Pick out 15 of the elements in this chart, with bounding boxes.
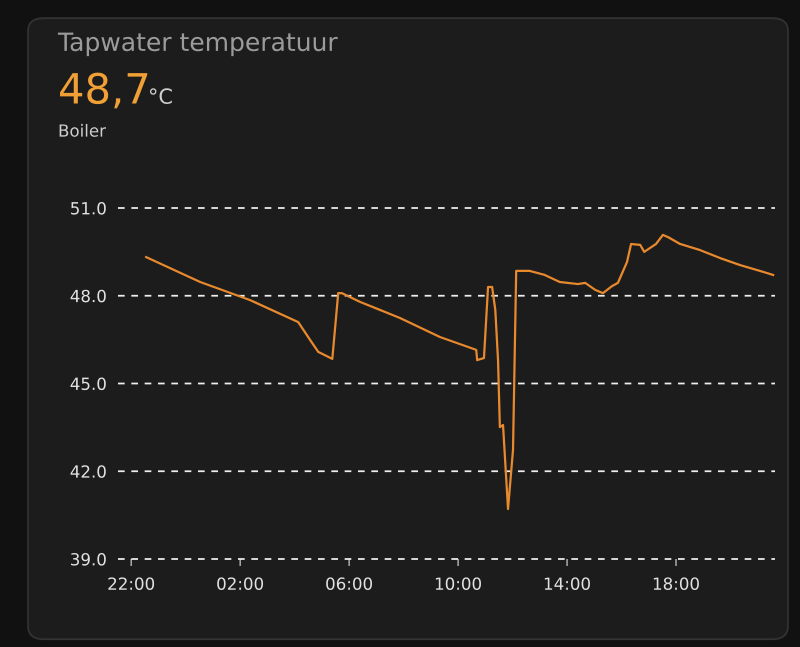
x-tick-label: 22:00 [108,577,154,590]
y-tick-label: 45.0 [70,377,106,390]
x-tick-label: 06:00 [326,577,372,590]
x-tick-label: 14:00 [544,577,590,590]
x-tick-label: 10:00 [436,577,481,590]
y-tick-label: 51.0 [71,202,106,215]
chart-title: Tapwater temperatuur [58,32,338,56]
y-tick-label: 48.0 [70,290,106,302]
x-tick-label: 02:00 [217,577,264,590]
y-tick-label: 39.0 [71,552,106,566]
text: Boiler [60,124,106,137]
text: 48,7 [60,72,148,108]
y-tick-label: 42.0 [70,465,106,478]
x-tick-label: 18:00 [654,577,699,590]
text: °C [150,88,172,104]
